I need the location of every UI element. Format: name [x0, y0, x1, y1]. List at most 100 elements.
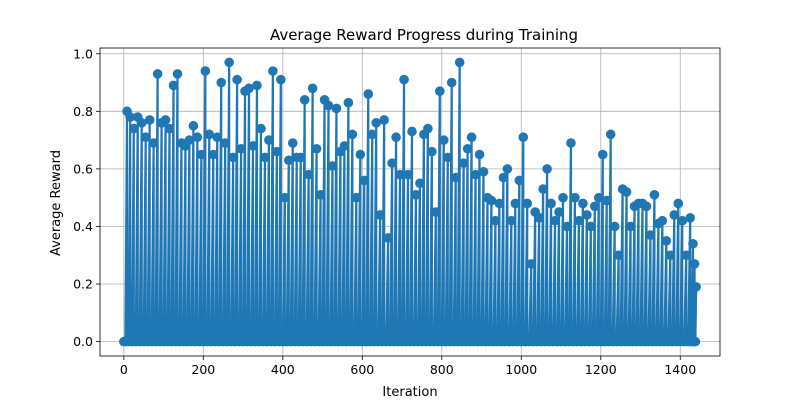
data-point [661, 236, 672, 246]
data-point [363, 89, 374, 99]
data-point [287, 138, 298, 148]
data-point [295, 152, 306, 163]
data-point [609, 221, 620, 232]
data-point [518, 132, 529, 143]
data-point [534, 213, 544, 223]
data-point [172, 69, 183, 79]
data-point [164, 123, 175, 134]
data-point [458, 158, 469, 168]
data-point [645, 230, 656, 240]
data-point [367, 129, 378, 140]
x-tick-label: 200 [191, 362, 215, 377]
data-point [427, 146, 437, 157]
data-point [601, 195, 612, 206]
data-point [307, 83, 318, 94]
data-point [685, 213, 695, 223]
data-point [450, 172, 461, 183]
data-point [351, 192, 362, 203]
data-point [152, 69, 163, 79]
data-point [375, 210, 385, 220]
data-point [331, 103, 342, 114]
data-point [546, 198, 556, 209]
data-point [220, 138, 230, 148]
data-point [466, 132, 477, 143]
data-point [641, 201, 652, 212]
y-tick-label: 0.4 [73, 219, 93, 234]
data-point [387, 158, 397, 168]
data-point [327, 161, 338, 171]
data-point [542, 164, 552, 174]
data-point [212, 132, 223, 143]
data-point [311, 143, 322, 154]
y-tick-label: 0.8 [73, 104, 93, 119]
data-point [689, 259, 700, 269]
data-point [395, 169, 405, 180]
data-point [323, 100, 334, 111]
data-point [486, 195, 497, 206]
data-point [474, 149, 485, 160]
data-point [224, 57, 234, 68]
data-point [315, 190, 326, 200]
data-point [280, 192, 290, 203]
data-point [140, 132, 151, 143]
data-point [688, 238, 698, 249]
data-point [256, 123, 266, 134]
data-point [470, 169, 481, 180]
x-axis-label: Iteration [382, 385, 437, 400]
data-point [403, 169, 413, 180]
data-point [522, 198, 533, 209]
data-point [431, 207, 441, 217]
data-point [125, 112, 136, 122]
data-point [554, 207, 564, 217]
data-point [208, 149, 219, 160]
data-point [462, 143, 473, 154]
data-point [673, 198, 684, 209]
data-point [562, 221, 572, 232]
y-tick-label: 0.6 [73, 161, 93, 176]
data-point [216, 77, 227, 88]
data-point [570, 192, 580, 203]
x-tick-label: 1200 [585, 362, 617, 377]
data-point [506, 215, 517, 226]
data-point [423, 123, 433, 134]
y-axis: 0.0 0.2 0.4 0.6 0.8 1.0 [73, 46, 100, 349]
data-point [136, 118, 147, 128]
data-point [649, 190, 660, 200]
chart-title: Average Reward Progress during Training [270, 26, 578, 44]
data-point [359, 175, 370, 186]
data-point [411, 190, 421, 200]
data-point [343, 97, 354, 108]
data-point [681, 250, 692, 261]
x-tick-label: 800 [430, 362, 454, 377]
data-point [582, 210, 592, 220]
data-point [196, 149, 207, 160]
x-tick-label: 1400 [664, 362, 696, 377]
data-point [299, 95, 310, 105]
data-point [510, 198, 521, 209]
data-point [391, 132, 401, 143]
data-point [355, 149, 366, 160]
data-point [383, 233, 393, 243]
y-tick-label: 1.0 [73, 46, 93, 61]
data-point [244, 83, 254, 94]
data-point [665, 250, 676, 261]
data-point [260, 152, 270, 163]
data-point [502, 164, 513, 174]
data-point [399, 74, 409, 85]
data-point [303, 169, 314, 180]
data-point [446, 77, 457, 88]
data-point [379, 115, 389, 125]
data-point [454, 57, 465, 68]
y-axis-label: Average Reward [49, 150, 64, 256]
data-point [283, 155, 294, 166]
data-point [204, 129, 215, 140]
data-point [494, 198, 505, 209]
y-tick-label: 0.0 [73, 334, 93, 349]
data-point [200, 66, 211, 76]
data-point [371, 118, 382, 128]
y-tick-label: 0.2 [73, 277, 93, 292]
data-point [188, 120, 199, 131]
x-tick-label: 600 [350, 362, 374, 377]
data-point [514, 175, 525, 186]
